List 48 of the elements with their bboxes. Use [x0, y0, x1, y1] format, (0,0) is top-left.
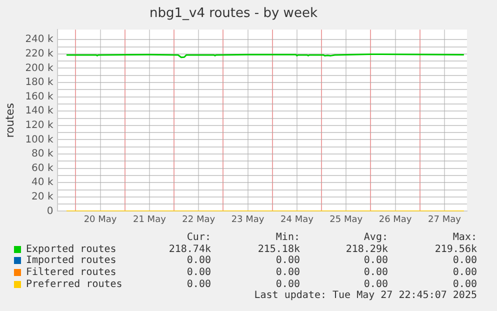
text: Last update: Tue May 27 22:45:07 2025	[253, 290, 477, 302]
text: Min:	[274, 232, 300, 243]
chart-title: nbg1_v4 routes - by week	[150, 6, 318, 22]
y-tick-label: 120 k	[25, 120, 54, 131]
x-tick-label: 21 May	[132, 214, 167, 225]
y-tick-label: 240 k	[25, 34, 54, 46]
x-tick-label: 23 May	[231, 214, 265, 225]
text: 0.00	[274, 278, 300, 290]
y-tick-label: 140 k	[25, 106, 54, 117]
y-tick-label: 100 k	[25, 134, 54, 146]
text: 0.00	[364, 278, 388, 290]
text: 218.29k	[346, 244, 388, 255]
text: 219.56k	[434, 244, 477, 255]
y-tick-label: 80 k	[32, 148, 54, 160]
text: Cur:	[186, 232, 211, 243]
text: Avg:	[364, 232, 388, 243]
y-tick-label: 200 k	[25, 62, 54, 74]
legend-label: Imported routes	[26, 255, 116, 266]
text: 0.00	[452, 267, 477, 278]
text: 0.00	[364, 255, 388, 266]
text: 218.74k	[168, 244, 211, 255]
y-tick-label: 20 k	[32, 191, 54, 202]
x-tick-label: 20 May	[84, 214, 118, 225]
text: 0.00	[186, 255, 211, 266]
legend-label: Preferred routes	[26, 278, 122, 290]
x-tick-label: 24 May	[280, 214, 314, 225]
text: 0.00	[186, 278, 211, 290]
x-tick-label: 26 May	[378, 214, 412, 225]
y-tick-label: 160 k	[25, 91, 54, 102]
text: 0.00	[364, 267, 388, 278]
legend-label: Filtered routes	[26, 267, 116, 278]
text: 0.00	[452, 255, 477, 266]
y-tick-label: 40 k	[32, 177, 54, 188]
text: 0.00	[274, 255, 300, 266]
y-axis-title: routes	[3, 102, 16, 138]
x-tick-label: 25 May	[330, 214, 364, 225]
y-tick-label: 60 k	[32, 162, 54, 174]
x-tick-label: 27 May	[428, 214, 462, 225]
legend-label: Exported routes	[26, 244, 116, 255]
text: 215.18k	[256, 244, 300, 255]
text: 0.00	[274, 267, 300, 278]
text: Max:	[452, 232, 477, 243]
text: 0.00	[452, 278, 477, 290]
y-tick-label: 180 k	[25, 77, 54, 88]
y-tick-label: 0	[46, 206, 54, 217]
text: 0.00	[186, 267, 211, 278]
x-tick-label: 22 May	[182, 214, 216, 225]
y-tick-label: 220 k	[25, 48, 54, 60]
